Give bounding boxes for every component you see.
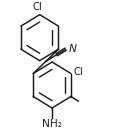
Text: N: N — [68, 43, 77, 53]
Text: Cl: Cl — [33, 2, 43, 12]
Text: NH₂: NH₂ — [42, 119, 62, 129]
Text: Cl: Cl — [73, 67, 83, 77]
